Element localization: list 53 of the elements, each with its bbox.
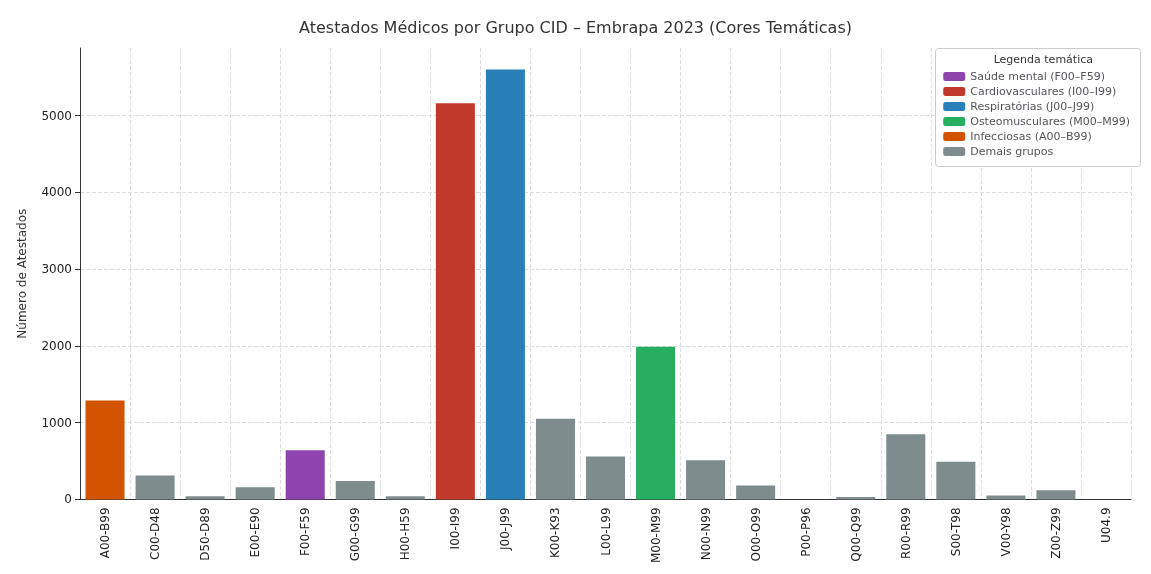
- bar: [535, 418, 575, 500]
- x-tick-label: Z00-Z99: [1048, 507, 1063, 559]
- bar: [936, 461, 976, 500]
- x-tick-label: D50-D89: [198, 507, 213, 561]
- bar: [235, 487, 275, 500]
- bar: [1036, 490, 1076, 500]
- legend-label: Infecciosas (A00–B99): [970, 130, 1092, 143]
- x-tick-label: K00-K93: [548, 507, 563, 559]
- bar: [485, 69, 525, 500]
- y-tick-label: 5000: [41, 108, 72, 123]
- x-tick-label: V00-Y98: [998, 507, 1013, 557]
- bar: [686, 460, 726, 500]
- bar: [585, 456, 626, 500]
- x-tick-label: C00-D48: [148, 507, 163, 560]
- y-tick-label: 3000: [41, 262, 72, 277]
- x-tick-label: N00-N99: [698, 507, 713, 561]
- x-tick-label: J00-J99: [498, 507, 513, 552]
- x-tick-label: Q00-Q99: [848, 507, 863, 562]
- bar: [185, 496, 225, 500]
- y-tick-label: 2000: [41, 338, 72, 353]
- y-tick-label: 4000: [41, 185, 72, 200]
- legend-label: Cardiovasculares (I00–I99): [970, 85, 1117, 98]
- legend-label: Osteomusculares (M00–M99): [970, 115, 1131, 128]
- x-tick-label: H00-H59: [398, 507, 413, 561]
- x-tick-label: F00-F59: [298, 507, 313, 557]
- bar: [385, 496, 425, 500]
- x-tick-label: I00-I99: [448, 507, 463, 550]
- x-tick-label: E00-E90: [248, 507, 263, 558]
- bar: [886, 434, 926, 500]
- x-tick-label: S00-T98: [948, 507, 963, 557]
- y-axis-title: Número de Atestados: [15, 208, 29, 339]
- legend-label: Respiratórias (J00–J99): [970, 100, 1095, 113]
- bar: [285, 450, 325, 500]
- legend-label: Saúde mental (F00–F59): [970, 70, 1105, 83]
- x-tick-label: R00-R99: [898, 507, 913, 559]
- x-tick-label: P00-P96: [798, 507, 813, 557]
- x-tick-label: G00-G99: [348, 507, 363, 562]
- legend-title: Legenda temática: [993, 53, 1094, 66]
- chart-title: Atestados Médicos por Grupo CID – Embrapa 2023 (Cores Temáticas): [299, 17, 852, 37]
- bar: [435, 103, 475, 500]
- x-tick-label: U04.9: [1098, 507, 1113, 543]
- x-tick-label: O00-O99: [748, 507, 763, 562]
- x-tick-label: A00-B99: [98, 507, 113, 559]
- bar: [636, 346, 676, 500]
- y-tick-label: 1000: [41, 415, 72, 430]
- legend-label: Demais grupos: [970, 145, 1054, 158]
- bar: [335, 481, 375, 500]
- bar: [135, 475, 175, 500]
- bar: [85, 400, 125, 500]
- x-tick-label: L00-L99: [598, 507, 613, 556]
- bar: [736, 485, 776, 500]
- y-tick-label: 0: [64, 492, 72, 507]
- x-tick-label: M00-M99: [648, 507, 663, 563]
